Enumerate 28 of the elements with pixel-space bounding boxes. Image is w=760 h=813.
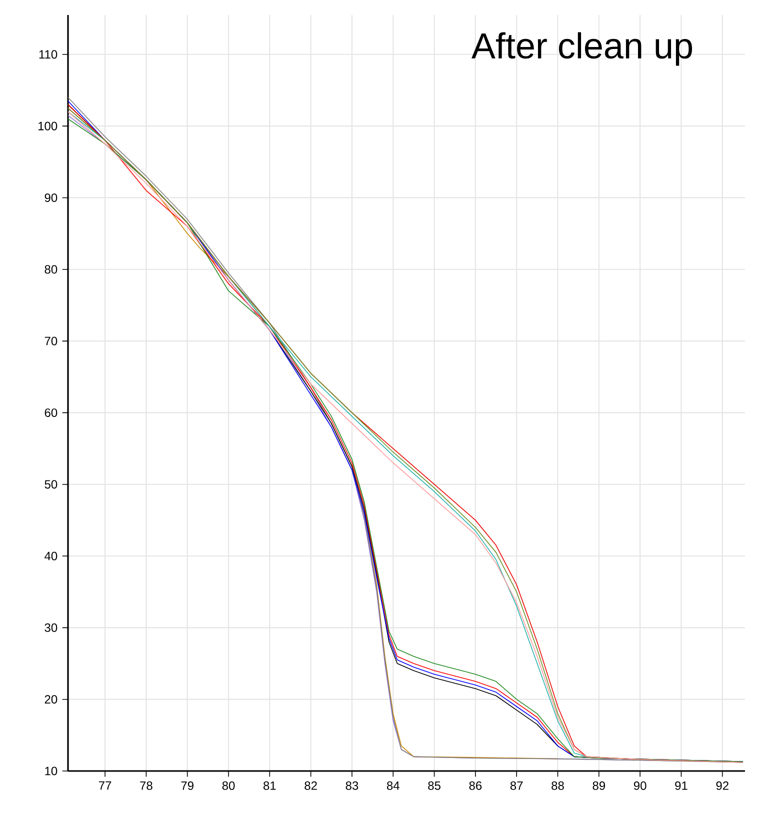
chart-title: After clean up bbox=[472, 32, 692, 66]
x-tick-label: 82 bbox=[304, 781, 317, 790]
x-tick-label: 80 bbox=[222, 781, 235, 790]
x-tick-label: 81 bbox=[264, 781, 276, 790]
y-tick-label: 40 bbox=[44, 552, 58, 560]
x-tick-label: 91 bbox=[675, 781, 688, 790]
x-tick-label: 79 bbox=[181, 781, 194, 790]
x-tick-label: 85 bbox=[428, 781, 440, 790]
y-tick-label: 30 bbox=[44, 623, 58, 632]
y-tick-label: 70 bbox=[44, 336, 58, 346]
y-tick-label: 50 bbox=[44, 480, 58, 489]
x-tick-label: 84 bbox=[386, 781, 400, 790]
y-tick-label: 90 bbox=[44, 193, 58, 202]
y-tick-label: 60 bbox=[44, 408, 58, 417]
x-tick-label: 89 bbox=[592, 781, 606, 790]
x-tick-label: 92 bbox=[716, 781, 728, 790]
x-tick-label: 83 bbox=[346, 781, 358, 790]
y-tick-label: 20 bbox=[44, 695, 58, 704]
x-tick-label: 78 bbox=[140, 781, 152, 790]
y-tick-label: 110 bbox=[39, 50, 58, 59]
y-tick-label: 80 bbox=[44, 265, 58, 274]
x-tick-label: 77 bbox=[98, 781, 112, 790]
x-tick-label: 87 bbox=[510, 781, 523, 790]
y-tick-label: 100 bbox=[38, 122, 58, 130]
x-tick-label: 88 bbox=[552, 781, 564, 790]
y-tick-label: 10 bbox=[45, 766, 58, 776]
x-tick-label: 86 bbox=[469, 781, 482, 790]
x-tick-label: 90 bbox=[634, 781, 646, 790]
